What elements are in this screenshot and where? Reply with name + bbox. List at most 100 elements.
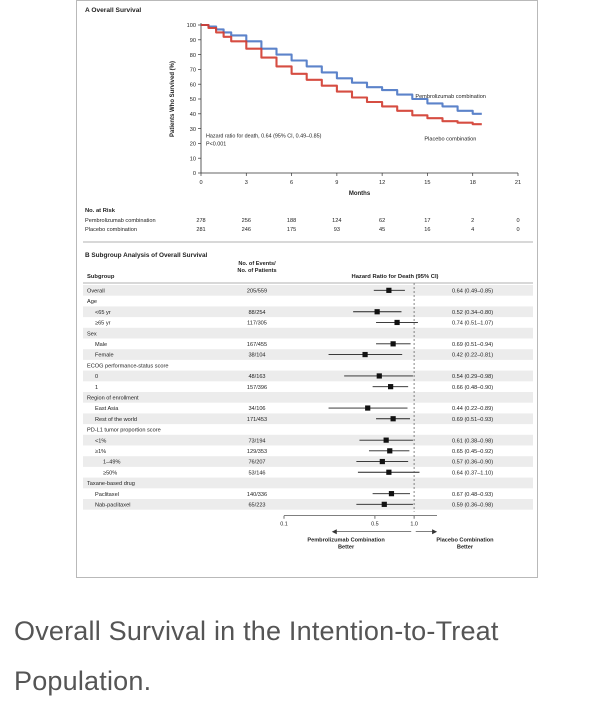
forest-row-events: 34/106	[248, 406, 265, 412]
forest-row-ci: 0.64 (0.37–1.10)	[452, 470, 493, 476]
forest-group-header: Taxane-based drug	[87, 481, 135, 487]
forest-row-label: 1	[95, 385, 98, 391]
forest-right-label-better: Better	[457, 545, 474, 551]
forest-row-label: East Asia	[95, 406, 119, 412]
forest-point	[374, 309, 380, 315]
forest-row-band	[83, 306, 533, 318]
risk-row-value: 45	[379, 227, 385, 233]
forest-row-band	[83, 327, 533, 339]
risk-row-value: 62	[379, 218, 385, 224]
forest-row-events: 73/194	[248, 438, 265, 444]
forest-x-tick-label: 1.0	[410, 522, 418, 528]
forest-row-band	[83, 392, 533, 403]
forest-row-label: <1%	[95, 438, 106, 444]
forest-row-ci: 0.69 (0.51–0.93)	[452, 417, 493, 423]
km-x-tick-label: 18	[470, 180, 476, 186]
forest-row-events: 48/163	[248, 374, 265, 380]
forest-left-label-better: Better	[338, 545, 355, 551]
forest-row-band	[83, 413, 533, 425]
forest-row-ci: 0.54 (0.29–0.98)	[452, 374, 493, 380]
forest-row-ci: 0.69 (0.51–0.94)	[452, 342, 493, 348]
forest-row-band	[83, 370, 533, 382]
forest-row-band	[83, 434, 533, 446]
forest-x-tick-label: 0.1	[280, 522, 288, 528]
forest-row-events: 205/559	[247, 288, 267, 294]
forest-row-events: 140/336	[247, 492, 267, 498]
km-x-tick-label: 9	[335, 180, 338, 186]
km-y-tick-label: 90	[190, 38, 196, 44]
forest-group-header: Sex	[87, 331, 97, 337]
forest-row-band	[83, 285, 533, 296]
forest-row-events: 129/353	[247, 449, 267, 455]
forest-row-events: 65/223	[248, 502, 265, 508]
risk-row-value: 4	[471, 227, 474, 233]
panel-a-title: A Overall Survival	[85, 7, 141, 14]
figure-frame: A Overall Survival 0 10 20 30 40 50 60 70 80 90 100…	[76, 0, 538, 578]
col-header-hr: Hazard Ratio for Death (95% CI)	[352, 274, 439, 280]
forest-row-events: 76/207	[248, 460, 265, 466]
km-hazard-annotation: Hazard ratio for death, 0.64 (95% CI, 0.…	[206, 133, 322, 139]
forest-row-ci: 0.52 (0.34–0.80)	[452, 310, 493, 316]
km-x-tick-label: 3	[245, 180, 248, 186]
forest-row-events: 53/146	[248, 470, 265, 476]
forest-point	[387, 448, 393, 454]
km-curve-pembrolizumab	[201, 23, 482, 115]
forest-row-ci: 0.61 (0.38–0.98)	[452, 438, 493, 444]
risk-row-value: 278	[196, 218, 205, 224]
risk-row-value: 17	[424, 218, 430, 224]
forest-right-arrow-head	[432, 529, 438, 535]
risk-row-value: 93	[334, 227, 340, 233]
km-y-tick-label: 0	[193, 171, 196, 177]
forest-point	[376, 373, 382, 379]
forest-row-label: 0	[95, 374, 98, 380]
forest-right-label: Placebo Combination	[436, 538, 494, 544]
forest-point	[365, 405, 371, 411]
forest-row-events: 38/104	[248, 353, 265, 359]
risk-row-value: 2	[471, 218, 474, 224]
forest-group-header: PD-L1 tumor proportion score	[87, 428, 161, 434]
risk-row-value: 256	[242, 218, 251, 224]
risk-row-value: 175	[287, 227, 296, 233]
forest-row-label: Nab-paclitaxel	[95, 502, 130, 508]
forest-row-label: Rest of the world	[95, 417, 137, 423]
forest-row-band	[83, 499, 533, 510]
forest-group-header: Region of enrollment	[87, 395, 139, 401]
forest-point	[390, 416, 396, 422]
risk-row-value: 281	[196, 227, 205, 233]
km-label-pembrolizumab: Pembrolizumab combination	[415, 94, 486, 100]
km-y-tick-label: 70	[190, 68, 196, 74]
forest-row-events: 167/455	[247, 342, 267, 348]
figure-caption: Overall Survival in the Intention-to-Tre…	[14, 616, 499, 696]
col-header-events: No. of Events/	[238, 261, 276, 267]
km-y-tick-label: 100	[187, 23, 196, 29]
panel-b-title: B Subgroup Analysis of Overall Survival	[85, 252, 208, 259]
risk-row-label: Pembrolizumab combination	[85, 218, 156, 224]
forest-row-label: Male	[95, 342, 107, 348]
risk-row-value: 0	[516, 227, 519, 233]
forest-point	[386, 469, 392, 475]
forest-group-header: Age	[87, 299, 97, 305]
forest-x-tick-label: 0.5	[371, 522, 379, 528]
forest-row-ci: 0.74 (0.51–1.07)	[452, 321, 493, 327]
km-y-tick-label: 40	[190, 112, 196, 118]
forest-point	[388, 384, 394, 390]
km-p-value: P<0.001	[206, 141, 226, 147]
forest-row-label: 1–49%	[103, 460, 120, 466]
forest-left-arrow-head	[331, 529, 337, 535]
forest-point	[381, 501, 387, 507]
forest-row-label: Female	[95, 353, 114, 359]
forest-left-label: Pembrolizumab Combination	[307, 538, 385, 544]
forest-point	[388, 491, 395, 497]
risk-row-label: Placebo combination	[85, 227, 137, 233]
forest-row-ci: 0.64 (0.49–0.85)	[452, 288, 493, 294]
forest-row-ci: 0.59 (0.36–0.98)	[452, 502, 493, 508]
km-y-axis-label: Patients Who Survived (%)	[170, 61, 176, 137]
km-y-tick-label: 10	[190, 156, 196, 162]
forest-row-band	[83, 477, 533, 489]
forest-point	[390, 341, 396, 347]
forest-row-label: Paclitaxel	[95, 492, 119, 498]
km-label-placebo: Placebo combination	[424, 137, 476, 143]
forest-row-ci: 0.57 (0.36–0.90)	[452, 460, 493, 466]
risk-row-value: 0	[516, 218, 519, 224]
km-x-axis-label: Months	[349, 191, 371, 197]
